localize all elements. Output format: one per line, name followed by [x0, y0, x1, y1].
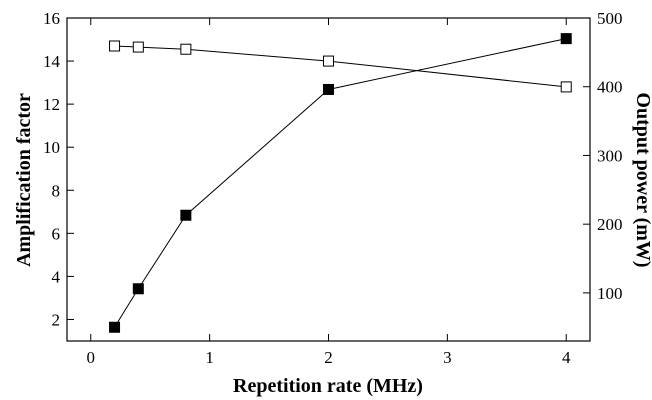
y-left-tick-label: 6 — [52, 224, 61, 243]
open-square-marker — [109, 40, 121, 52]
open-square-marker — [132, 41, 144, 53]
x-tick-label: 2 — [324, 348, 333, 367]
y-right-tick-label: 200 — [597, 215, 623, 234]
y-left-tick-label: 10 — [43, 138, 60, 157]
y-left-tick-label: 8 — [52, 181, 61, 200]
filled-square-marker — [180, 209, 192, 221]
filled-square-marker — [109, 321, 121, 333]
y-right-tick-label: 400 — [597, 78, 623, 97]
x-axis-title: Repetition rate (MHz) — [233, 375, 423, 397]
open-square-marker — [180, 43, 192, 55]
filled-square-marker — [560, 33, 572, 45]
y-right-tick-label: 300 — [597, 146, 623, 165]
markers — [109, 33, 572, 333]
y-right-tick-label: 100 — [597, 284, 623, 303]
filled-square-marker — [323, 83, 334, 95]
y-left-tick-label: 14 — [43, 52, 61, 71]
y-left-tick-label: 16 — [43, 9, 60, 28]
y-left-tick-label: 4 — [52, 267, 61, 286]
y-axis-right-title: Output power (mW) — [632, 92, 652, 267]
filled-square-marker — [132, 283, 144, 295]
open-square-marker — [560, 81, 572, 93]
series-2-line — [114, 38, 567, 328]
ticks — [67, 17, 590, 341]
y-left-tick-label: 2 — [52, 310, 61, 329]
open-square-marker — [323, 55, 334, 67]
x-tick-label: 4 — [562, 348, 571, 367]
x-tick-label: 1 — [205, 348, 214, 367]
series-lines — [114, 38, 567, 328]
y-right-tick-label: 500 — [597, 9, 623, 28]
x-tick-label: 3 — [443, 348, 452, 367]
x-tick-label: 0 — [87, 348, 96, 367]
y-axis-left-title: Amplification factor — [13, 93, 35, 267]
y-left-tick-label: 12 — [43, 95, 60, 114]
